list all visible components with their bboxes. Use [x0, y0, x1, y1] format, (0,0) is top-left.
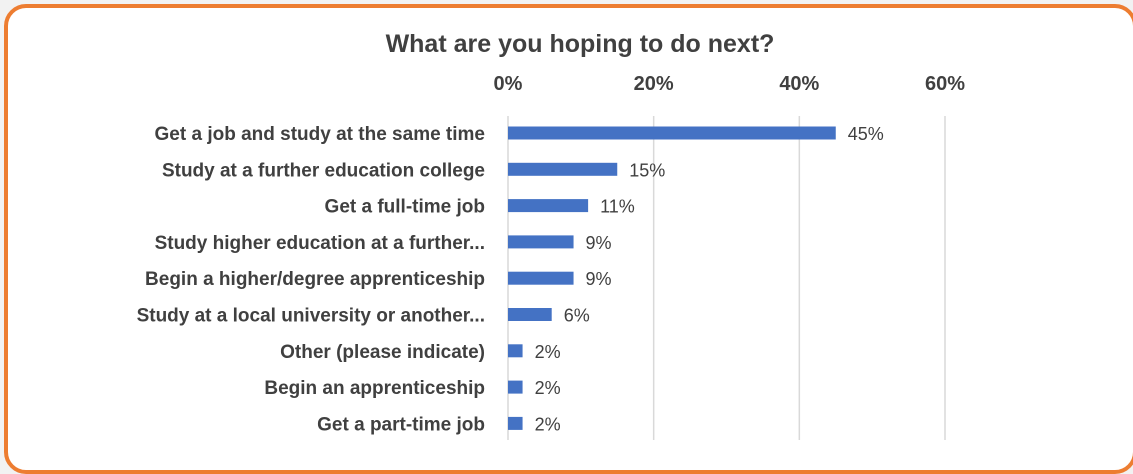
bar: [508, 235, 574, 249]
data-label: 15%: [629, 160, 665, 180]
category-label: Other (please indicate): [280, 342, 485, 363]
data-labels: 45%15%11%9%9%6%2%2%2%: [535, 124, 884, 434]
category-label: Get a job and study at the same time: [155, 124, 485, 145]
category-label: Get a part-time job: [317, 414, 485, 435]
chart-title: What are you hoping to do next?: [385, 30, 775, 58]
bar-chart: 0% 20% 40% 60% Get a job and study at the s…: [137, 73, 966, 440]
data-label: 2%: [535, 342, 561, 362]
category-labels: Get a job and study at the same time Stud…: [137, 124, 485, 435]
data-label: 2%: [535, 414, 561, 434]
bar: [508, 162, 618, 176]
data-label: 9%: [586, 269, 612, 289]
bar: [508, 308, 552, 321]
x-axis-ticks: 0% 20% 40% 60%: [494, 73, 966, 95]
data-label: 45%: [848, 124, 884, 144]
category-label: Study at a local university or another..…: [137, 306, 485, 327]
data-label: 6%: [564, 306, 590, 326]
x-tick-label: 20%: [634, 73, 674, 95]
bar: [508, 344, 523, 358]
category-label: Study at a further education college: [162, 160, 485, 181]
category-label: Begin a higher/degree apprenticeship: [145, 269, 485, 290]
bar: [508, 271, 574, 285]
data-label: 11%: [600, 197, 635, 217]
category-label: Study higher education at a further...: [155, 233, 485, 254]
bar: [508, 199, 589, 213]
bar: [508, 416, 523, 430]
x-tick-label: 60%: [925, 73, 965, 95]
x-tick-label: 40%: [779, 73, 819, 95]
bars: [508, 126, 836, 430]
data-label: 9%: [586, 233, 612, 253]
x-tick-label: 0%: [494, 73, 523, 95]
bar: [508, 126, 836, 140]
category-label: Begin an apprenticeship: [264, 378, 485, 399]
category-label: Get a full-time job: [325, 197, 485, 218]
bar: [508, 380, 523, 394]
data-label: 2%: [535, 378, 561, 398]
